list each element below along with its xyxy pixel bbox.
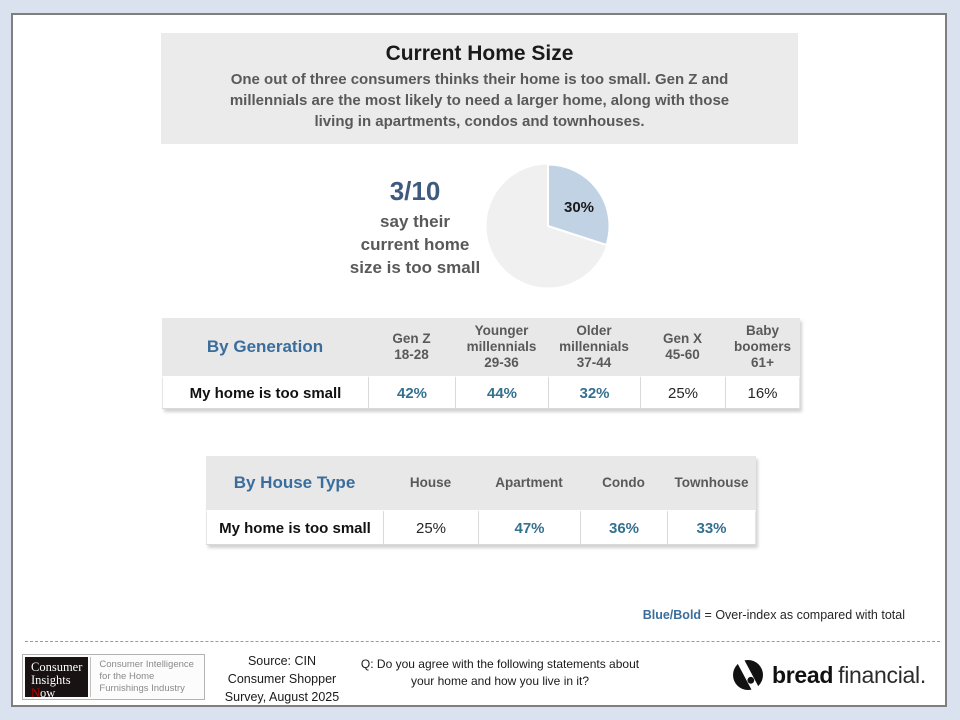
stat-callout: 3/10 say their current home size is too … <box>320 176 510 279</box>
cell-genx: 25% <box>640 376 725 409</box>
by-generation-table: By Generation Gen Z 18-28 Younger millen… <box>162 318 800 409</box>
bread-financial-logo: bread financial. <box>733 660 926 690</box>
column-header-genz: Gen Z 18-28 <box>392 331 431 362</box>
house-header-row: By House Type House Apartment Condo Town… <box>206 456 756 510</box>
legend-note: Blue/Bold = Over-index as compared with … <box>643 608 905 622</box>
by-house-type-table: By House Type House Apartment Condo Town… <box>206 456 756 545</box>
column-header-condo: Condo <box>602 475 645 490</box>
cell-older-millennials: 32% <box>548 376 640 409</box>
bread-financial-wordmark: bread financial. <box>772 662 926 689</box>
column-header-townhouse: Townhouse <box>674 475 749 490</box>
house-data-row: My home is too small 25% 47% 36% 33% <box>206 510 756 545</box>
cin-logo-line1: Consumer <box>31 660 83 674</box>
page-title: Current Home Size <box>385 42 574 65</box>
header-box: Current Home Size One out of three consu… <box>161 33 798 144</box>
page-subtitle: One out of three consumers thinks their … <box>229 71 730 130</box>
column-header-older-millennials: Older millennials 37-44 <box>559 323 629 370</box>
column-header-genx: Gen X 45-60 <box>662 331 702 362</box>
house-table-title: By House Type <box>233 473 356 492</box>
column-header-baby-boomers: Baby boomers 61+ <box>733 323 791 370</box>
cin-logo-line2: Insights <box>31 673 71 687</box>
pie-chart: 30% <box>486 163 611 288</box>
pie-slice-label: 30% <box>564 199 594 216</box>
column-header-house: House <box>409 475 452 490</box>
row-label: My home is too small <box>162 376 368 409</box>
cin-logo-tagline: Consumer Intelligence for the Home Furni… <box>90 657 204 697</box>
bread-financial-icon <box>733 660 763 690</box>
cell-condo: 36% <box>580 510 667 545</box>
generation-data-row: My home is too small 42% 44% 32% 25% 16% <box>162 376 800 409</box>
cin-logo-line3: Now <box>31 687 82 700</box>
column-header-younger-millennials: Younger millennials 29-36 <box>466 323 537 370</box>
brand-light: financial. <box>838 661 926 688</box>
cin-logo-wordmark: Consumer Insights Now <box>25 657 89 700</box>
survey-question-text: Q: Do you agree with the following state… <box>360 657 640 688</box>
stat-value: 3/10 <box>389 176 441 206</box>
footer-divider <box>25 641 940 642</box>
cin-logo-now-initial: N <box>31 686 41 700</box>
source-text: Source: CIN Consumer Shopper Survey, Aug… <box>224 654 340 704</box>
legend-note-highlight: Blue/Bold <box>642 608 702 622</box>
generation-table-title: By Generation <box>206 337 324 356</box>
cin-logo: Consumer Insights Now Consumer Intellige… <box>22 654 205 700</box>
cell-townhouse: 33% <box>667 510 756 545</box>
cin-logo-now-rest: ow <box>40 686 56 700</box>
row-label: My home is too small <box>206 510 383 545</box>
cell-apartment: 47% <box>478 510 580 545</box>
cell-genz: 42% <box>368 376 455 409</box>
brand-bold: bread <box>772 661 834 688</box>
cell-baby-boomers: 16% <box>725 376 800 409</box>
slide-frame: Current Home Size One out of three consu… <box>11 13 947 707</box>
column-header-apartment: Apartment <box>495 475 563 490</box>
cell-house: 25% <box>383 510 478 545</box>
generation-header-row: By Generation Gen Z 18-28 Younger millen… <box>162 318 800 376</box>
pie-slice-30pct <box>547 163 611 246</box>
legend-note-text: = Over-index as compared with total <box>704 608 905 622</box>
cell-younger-millennials: 44% <box>455 376 548 409</box>
stat-caption: say their current home size is too small <box>349 212 481 277</box>
